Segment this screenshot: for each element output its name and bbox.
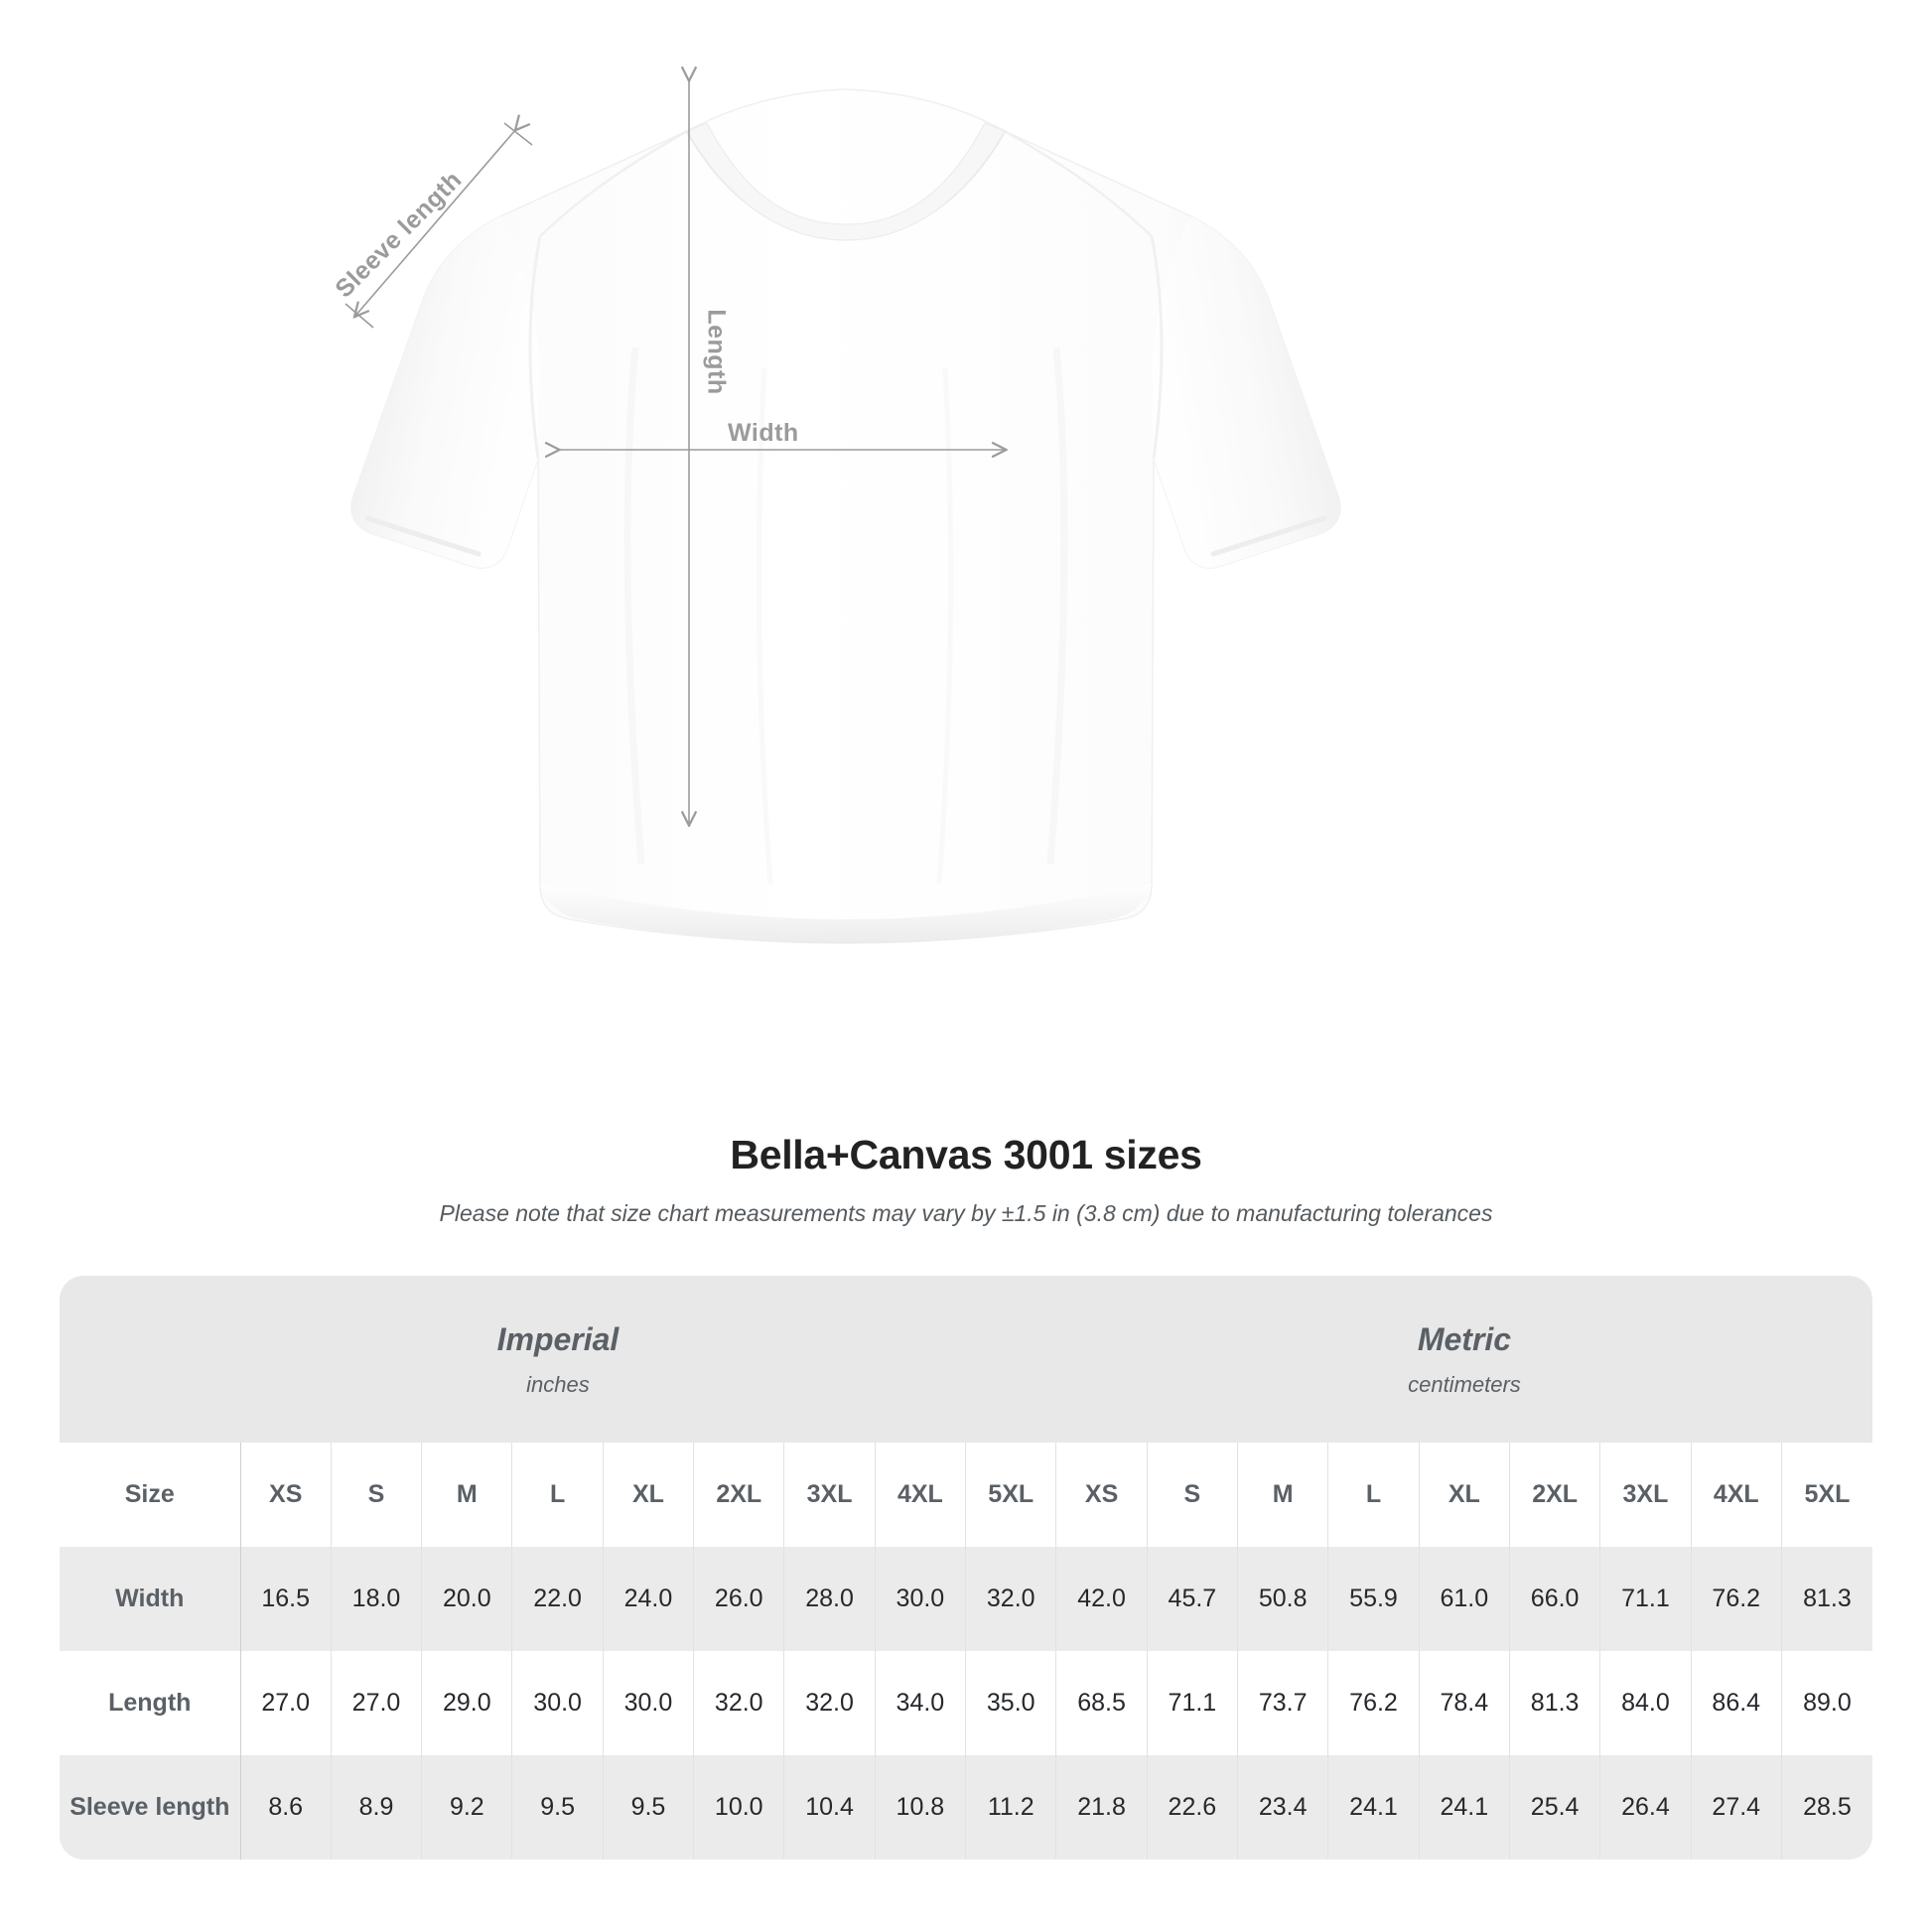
cell-length-12: 76.2 [1327,1651,1420,1755]
table-row: Length 27.0 27.0 29.0 30.0 30.0 32.0 32.… [60,1651,1872,1755]
tshirt-diagram: Sleeve length Length Width [330,0,1360,1062]
size-col-imperial-xs: XS [240,1443,332,1547]
size-chart-table: Imperial inches Metric centimeters Size … [60,1276,1872,1860]
cell-width-1: 18.0 [331,1547,423,1651]
cell-sleeve-5: 10.0 [693,1755,785,1860]
size-col-imperial-m: M [421,1443,513,1547]
cell-sleeve-6: 10.4 [783,1755,876,1860]
cell-sleeve-10: 22.6 [1147,1755,1239,1860]
imperial-unit: inches [526,1371,590,1397]
cell-width-17: 81.3 [1803,1585,1852,1612]
tshirt-illustration [338,69,1360,1062]
cell-width-5: 26.0 [693,1547,785,1651]
cell-width-4: 24.0 [603,1547,695,1651]
cell-sleeve-3: 9.5 [511,1755,604,1860]
imperial-label: Imperial [496,1320,620,1357]
cell-sleeve-15: 26.4 [1599,1755,1692,1860]
cell-sleeve-14: 25.4 [1509,1755,1601,1860]
size-col-imperial-4xl: 4XL [875,1443,967,1547]
size-header-row: Size XS S M L XL 2XL 3XL 4XL 5XL XS S M … [60,1443,1872,1547]
size-col-imperial-l: L [511,1443,604,1547]
cell-sleeve-0: 8.6 [240,1755,332,1860]
cell-length-15: 84.0 [1599,1651,1692,1755]
cell-sleeve-7: 10.8 [875,1755,967,1860]
cell-length-3: 30.0 [511,1651,604,1755]
imperial-group-header: Imperial inches [60,1276,1056,1443]
size-header-label: Size [60,1443,241,1547]
metric-unit: centimeters [1408,1371,1521,1397]
cell-sleeve-8: 11.2 [965,1755,1057,1860]
cell-width-6: 28.0 [783,1547,876,1651]
cell-sleeve-11: 23.4 [1237,1755,1329,1860]
cell-width-16: 76.2 [1691,1547,1782,1651]
cell-width-12: 55.9 [1327,1547,1420,1651]
row-label-width: Width [60,1547,241,1651]
title-block: Bella+Canvas 3001 sizes Please note that… [0,1132,1932,1227]
cell-sleeve-4: 9.5 [603,1755,695,1860]
cell-length-16: 86.4 [1691,1651,1782,1755]
cell-sleeve-12: 24.1 [1327,1755,1420,1860]
cell-length-7: 34.0 [875,1651,967,1755]
cell-sleeve-17: 28.5 [1803,1793,1852,1821]
size-col-metric-m: M [1237,1443,1329,1547]
size-col-metric-l: L [1327,1443,1420,1547]
metric-label: Metric [1417,1320,1512,1357]
tshirt-svg [350,88,1341,944]
cell-length-14: 81.3 [1509,1651,1601,1755]
cell-length-0: 27.0 [240,1651,332,1755]
cell-sleeve-16: 27.4 [1691,1755,1782,1860]
size-col-metric-xs: XS [1055,1443,1148,1547]
page-title: Bella+Canvas 3001 sizes [730,1132,1202,1177]
size-col-metric-4xl: 4XL [1691,1443,1782,1547]
cell-width-15: 71.1 [1599,1547,1692,1651]
size-col-imperial-s: S [331,1443,423,1547]
size-col-metric-2xl: 2XL [1509,1443,1601,1547]
size-col-imperial-xl: XL [603,1443,695,1547]
cell-length-10: 71.1 [1147,1651,1239,1755]
row-label-sleeve-length: Sleeve length [60,1755,241,1860]
cell-sleeve-9: 21.8 [1055,1755,1148,1860]
row-label-length: Length [60,1651,241,1755]
cell-width-8: 32.0 [965,1547,1057,1651]
cell-width-10: 45.7 [1147,1547,1239,1651]
size-col-metric-s: S [1147,1443,1239,1547]
size-col-imperial-2xl: 2XL [693,1443,785,1547]
cell-width-2: 20.0 [421,1547,513,1651]
cell-length-11: 73.7 [1237,1651,1329,1755]
cell-length-9: 68.5 [1055,1651,1148,1755]
cell-length-2: 29.0 [421,1651,513,1755]
size-col-imperial-3xl: 3XL [783,1443,876,1547]
cell-length-8: 35.0 [965,1651,1057,1755]
cell-length-17: 89.0 [1803,1689,1852,1717]
cell-width-14: 66.0 [1509,1547,1601,1651]
cell-sleeve-1: 8.9 [331,1755,423,1860]
length-label: Length [702,309,731,395]
cell-width-11: 50.8 [1237,1547,1329,1651]
cell-width-9: 42.0 [1055,1547,1148,1651]
cell-length-6: 32.0 [783,1651,876,1755]
table-row: Sleeve length 8.6 8.9 9.2 9.5 9.5 10.0 1… [60,1755,1872,1860]
metric-group-header: Metric centimeters [1055,1276,1872,1443]
unit-group-row: Imperial inches Metric centimeters [60,1276,1872,1443]
table-row: Width 16.5 18.0 20.0 22.0 24.0 26.0 28.0… [60,1547,1872,1651]
cell-length-13: 78.4 [1419,1651,1510,1755]
size-col-imperial-5xl: 5XL [965,1443,1057,1547]
tolerance-note: Please note that size chart measurements… [439,1200,1493,1226]
size-col-metric-5xl: 5XL [1804,1480,1851,1508]
cell-width-7: 30.0 [875,1547,967,1651]
width-label: Width [728,419,799,447]
cell-length-1: 27.0 [331,1651,423,1755]
cell-sleeve-2: 9.2 [421,1755,513,1860]
cell-width-0: 16.5 [240,1547,332,1651]
cell-length-4: 30.0 [603,1651,695,1755]
cell-width-3: 22.0 [511,1547,604,1651]
size-col-metric-3xl: 3XL [1599,1443,1692,1547]
size-col-metric-xl: XL [1419,1443,1510,1547]
cell-length-5: 32.0 [693,1651,785,1755]
cell-sleeve-13: 24.1 [1419,1755,1510,1860]
size-table-wrapper: Imperial inches Metric centimeters Size … [60,1276,1872,1860]
cell-width-13: 61.0 [1419,1547,1510,1651]
